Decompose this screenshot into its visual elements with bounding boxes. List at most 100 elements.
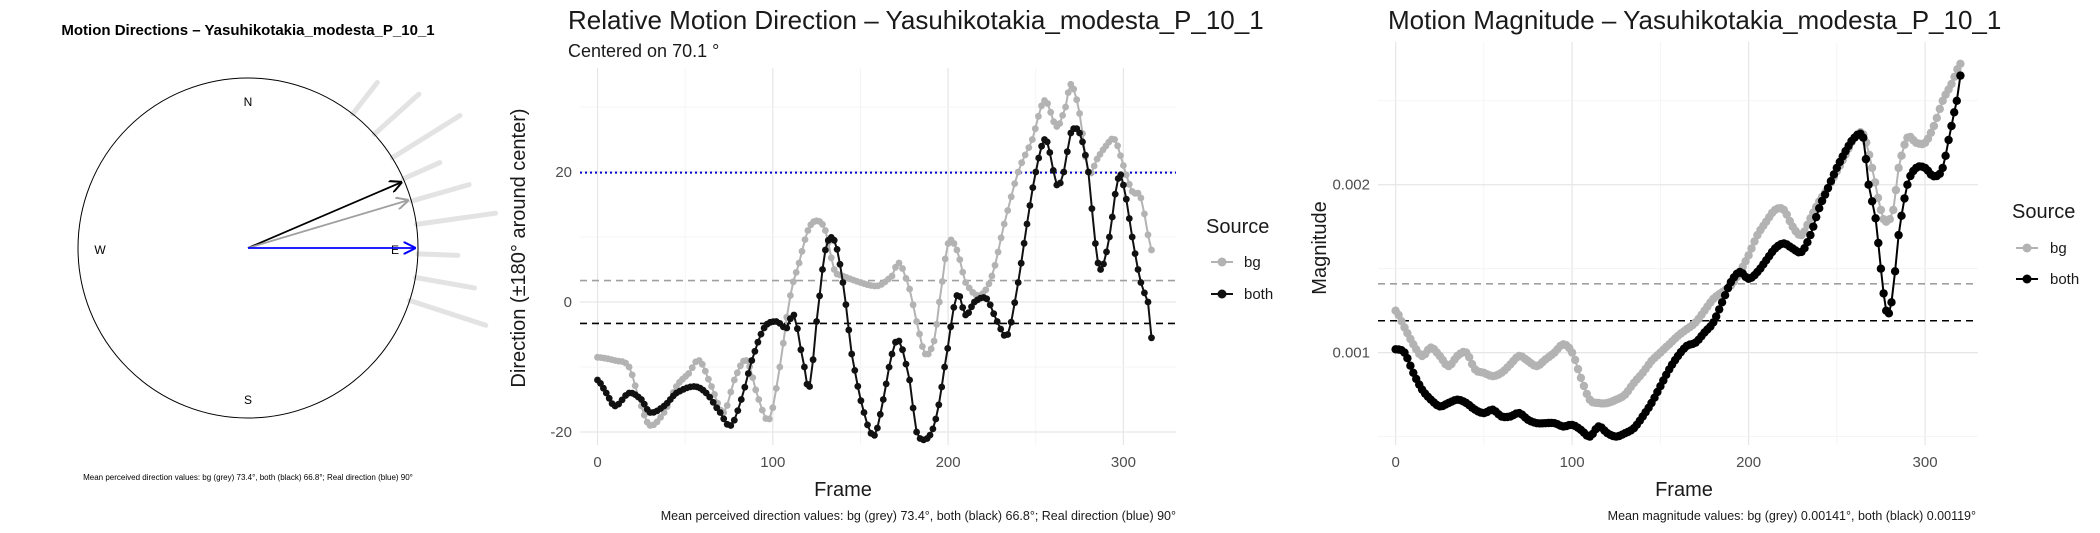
data-point-bg	[730, 376, 738, 384]
data-point-both	[1017, 259, 1025, 267]
data-point-both	[1879, 289, 1888, 298]
data-point-both	[860, 409, 868, 416]
data-point-both	[1406, 361, 1415, 370]
compass-background-ray	[350, 80, 380, 117]
data-point-bg	[919, 343, 926, 350]
x-tick-label: 100	[760, 454, 785, 471]
compass-chart: Motion Directions – Yasuhikotakia_modest…	[61, 22, 499, 482]
data-point-both	[848, 350, 856, 358]
data-point-bg	[1947, 79, 1956, 89]
data-point-both	[797, 346, 805, 354]
data-point-bg	[1570, 355, 1580, 365]
data-point-both	[830, 236, 838, 244]
data-point-both	[1088, 205, 1096, 213]
compass-background-ray	[371, 91, 422, 137]
data-point-both	[1894, 230, 1903, 240]
data-point-bg	[776, 363, 784, 371]
data-point-both	[748, 357, 756, 364]
data-point-both	[1900, 194, 1909, 203]
data-point-bg	[1000, 220, 1008, 228]
magnitude-legend-dot-both	[2022, 274, 2032, 284]
data-point-bg	[1031, 125, 1039, 133]
data-point-both	[716, 409, 724, 416]
data-point-both	[1803, 238, 1812, 247]
x-tick-label: 200	[936, 454, 961, 471]
data-point-bg	[1935, 104, 1944, 114]
data-point-both	[864, 421, 871, 429]
data-point-both	[888, 350, 896, 358]
data-point-both	[1131, 250, 1139, 257]
data-point-bg	[1141, 210, 1148, 218]
series-line-both	[1395, 75, 1962, 438]
data-point-bg	[1007, 193, 1015, 201]
data-point-bg	[1050, 118, 1058, 126]
data-point-bg	[991, 261, 999, 269]
data-point-bg	[723, 402, 731, 409]
data-point-bg	[1897, 151, 1906, 160]
compass-background-ray	[400, 160, 443, 182]
data-point-bg	[1891, 185, 1901, 195]
compass-label-w: W	[94, 243, 106, 257]
magnitude-y-axis-title: Magnitude	[1309, 201, 1331, 294]
data-point-both	[741, 383, 749, 391]
data-point-both	[986, 301, 994, 309]
data-point-bg	[1782, 210, 1791, 219]
data-point-both	[1060, 168, 1068, 176]
data-point-bg	[1018, 159, 1026, 167]
data-point-both	[1720, 291, 1730, 300]
data-point-both	[1944, 135, 1953, 145]
direction-legend: Source bg both	[1206, 216, 1273, 303]
data-point-both	[1092, 240, 1099, 247]
data-point-both	[1038, 142, 1045, 150]
magnitude-legend-label-both: both	[2050, 271, 2079, 288]
data-point-both	[757, 330, 765, 338]
magnitude-series	[1391, 59, 1965, 441]
data-point-both	[1815, 204, 1824, 213]
data-point-bg	[941, 255, 949, 263]
data-point-both	[1085, 168, 1092, 176]
data-point-both	[730, 416, 738, 424]
data-point-both	[876, 410, 884, 418]
data-point-bg	[899, 265, 906, 272]
direction-legend-label-bg: bg	[1244, 254, 1261, 271]
data-point-both	[932, 415, 940, 423]
data-point-bg	[909, 301, 917, 309]
direction-reference-lines	[580, 171, 1176, 325]
data-point-bg	[982, 286, 990, 294]
series-points-both	[594, 125, 1155, 444]
data-point-both	[1890, 267, 1900, 276]
data-point-bg	[688, 364, 696, 372]
compass-background-ray	[407, 298, 489, 328]
magnitude-ticks: 0 100 200 300 0.001 0.002	[1332, 177, 1937, 471]
data-point-bg	[1750, 237, 1759, 246]
compass-background-ray	[415, 251, 461, 258]
data-point-bg	[1062, 103, 1069, 111]
data-point-bg	[758, 406, 766, 414]
data-point-bg	[1144, 231, 1152, 239]
data-point-bg	[1889, 205, 1898, 215]
data-point-bg	[640, 411, 648, 419]
data-point-both	[871, 431, 878, 439]
data-point-both	[885, 363, 893, 371]
x-tick-label: 0	[593, 454, 601, 471]
data-point-both	[913, 428, 920, 436]
data-point-both	[1082, 151, 1089, 159]
data-point-both	[816, 292, 823, 300]
data-point-both	[801, 363, 808, 371]
data-point-bg	[827, 254, 835, 262]
data-point-both	[1897, 211, 1906, 220]
data-point-both	[929, 425, 937, 433]
data-point-bg	[1926, 128, 1936, 137]
data-point-bg	[733, 369, 741, 377]
data-point-both	[902, 360, 910, 368]
data-point-bg	[1876, 205, 1886, 215]
data-point-both	[993, 318, 1001, 325]
data-point-both	[1809, 222, 1818, 231]
data-point-both	[744, 370, 752, 377]
data-point-both	[806, 383, 813, 390]
data-point-bg	[685, 370, 693, 377]
data-point-both	[1950, 108, 1959, 117]
data-point-both	[713, 404, 721, 412]
data-point-bg	[936, 298, 943, 306]
data-point-both	[899, 346, 906, 354]
